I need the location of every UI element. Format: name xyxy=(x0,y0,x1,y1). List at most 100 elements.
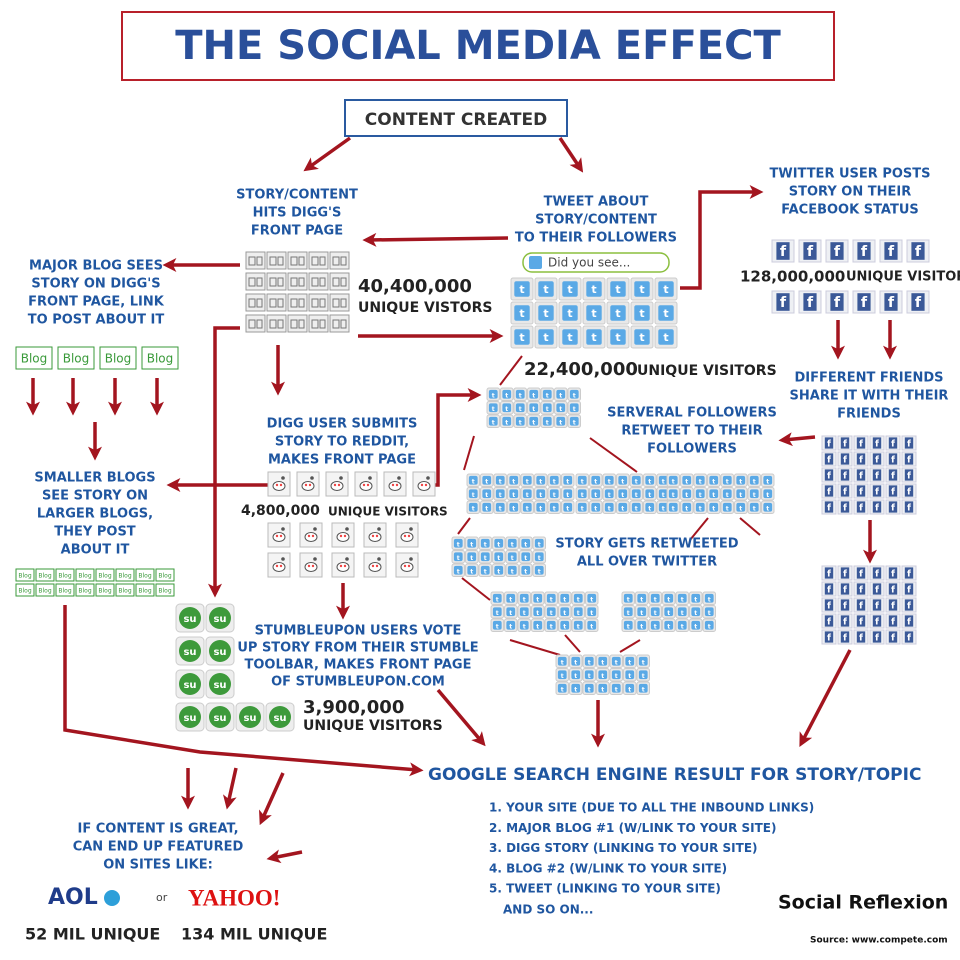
twitter-glyph: t xyxy=(484,555,487,562)
twitter-icon xyxy=(598,656,608,666)
title: THE SOCIAL MEDIA EFFECT xyxy=(175,23,781,69)
twitter-glyph: t xyxy=(538,541,541,548)
arrow xyxy=(799,649,852,747)
connector xyxy=(564,634,581,653)
facebook-icon xyxy=(872,501,882,513)
twitter-glyph: t xyxy=(766,478,769,485)
twitter-icon xyxy=(634,281,650,297)
blog-glyph: Blog xyxy=(118,573,131,580)
facebook-glyph: f xyxy=(907,488,912,498)
twitter-glyph: t xyxy=(567,283,572,296)
caption-line: FRIENDS xyxy=(837,407,901,422)
twitter-icon xyxy=(704,593,714,603)
blog-glyph: Blog xyxy=(63,352,90,366)
twitter-glyph: t xyxy=(654,610,657,617)
facebook-glyph: f xyxy=(859,602,864,612)
twitter-glyph: t xyxy=(672,492,675,499)
digg-icon-mark xyxy=(298,319,305,329)
facebook-glyph: f xyxy=(780,295,787,311)
twitter-icon xyxy=(736,489,746,499)
twitter-glyph: t xyxy=(511,568,514,575)
twitter-icon xyxy=(562,329,578,345)
stumble-glyph: su xyxy=(213,647,226,658)
twitter-icon xyxy=(682,475,692,485)
facebook-icon xyxy=(856,501,866,513)
twitter-icon xyxy=(557,656,567,666)
twitter-glyph: t xyxy=(492,392,495,399)
twitter-glyph: t xyxy=(594,492,597,499)
twitter-icon xyxy=(677,620,687,630)
twitter-icon xyxy=(664,593,674,603)
arrow xyxy=(208,326,240,598)
blog-glyph: Blog xyxy=(138,588,151,595)
twitter-glyph: t xyxy=(561,673,564,680)
twitter-icon xyxy=(638,656,648,666)
blog-icon xyxy=(141,346,179,370)
twitter-glyph: t xyxy=(519,307,524,320)
facebook-icon xyxy=(904,615,914,627)
twitter-icon xyxy=(763,489,773,499)
facebook-glyph: f xyxy=(859,618,864,628)
facebook-glyph: f xyxy=(859,456,864,466)
twitter-glyph: t xyxy=(699,505,702,512)
blog-icon xyxy=(115,568,135,582)
twitter-icon xyxy=(664,620,674,630)
twitter-icon xyxy=(625,683,635,693)
twitter-icon xyxy=(468,502,478,512)
visitors-number: 4,800,000 xyxy=(241,503,320,519)
result-item: 5. TWEET (LINKING TO YOUR SITE) xyxy=(489,882,721,896)
twitter-glyph: t xyxy=(662,478,665,485)
facebook-glyph: f xyxy=(875,602,880,612)
twitter-glyph: t xyxy=(615,307,620,320)
blog-glyph: Blog xyxy=(58,588,71,595)
twitter-glyph: t xyxy=(499,478,502,485)
facebook-glyph: f xyxy=(807,295,814,311)
twitter-icon xyxy=(506,607,516,617)
twitter-glyph: t xyxy=(553,492,556,499)
reddit-eye xyxy=(424,483,428,487)
twitter-glyph: t xyxy=(553,505,556,512)
digg-icon-mark xyxy=(332,256,340,266)
facebook-glyph: f xyxy=(907,586,912,596)
blog-glyph: Blog xyxy=(105,352,132,366)
facebook-icon xyxy=(856,583,866,595)
facebook-glyph: f xyxy=(834,244,841,260)
digg-icon-mark xyxy=(290,256,298,266)
twitter-glyph: t xyxy=(726,492,729,499)
caption-line: FOLLOWERS xyxy=(647,442,737,457)
twitter-glyph: t xyxy=(712,478,715,485)
twitter-glyph: t xyxy=(581,505,584,512)
connector xyxy=(463,435,475,471)
facebook-icon xyxy=(824,567,834,579)
twitter-glyph: t xyxy=(566,505,569,512)
twitter-icon xyxy=(506,593,516,603)
twitter-icon xyxy=(573,620,583,630)
twitter-glyph: t xyxy=(472,505,475,512)
reddit-eye xyxy=(407,534,411,538)
twitter-icon xyxy=(522,502,532,512)
connector xyxy=(461,577,491,601)
twitter-icon xyxy=(704,607,714,617)
blog-glyph: Blog xyxy=(147,352,174,366)
twitter-glyph: t xyxy=(635,505,638,512)
digg-icon-mark xyxy=(256,256,263,266)
twitter-icon xyxy=(519,607,529,617)
twitter-glyph: t xyxy=(628,659,631,666)
blog-icon xyxy=(155,583,175,597)
twitter-icon xyxy=(546,593,556,603)
digg-icon-mark xyxy=(332,277,340,287)
facebook-glyph: f xyxy=(907,602,912,612)
twitter-icon xyxy=(587,620,597,630)
twitter-icon xyxy=(467,552,477,562)
twitter-glyph: t xyxy=(663,331,668,344)
arrow xyxy=(680,185,764,290)
facebook-icon xyxy=(857,242,871,260)
source: Source: www.compete.com xyxy=(810,936,948,946)
facebook-icon xyxy=(824,485,834,497)
caption-line: ALL OVER TWITTER xyxy=(577,555,717,570)
twitter-glyph: t xyxy=(588,659,591,666)
twitter-glyph: t xyxy=(546,392,549,399)
twitter-glyph: t xyxy=(753,492,756,499)
facebook-glyph: f xyxy=(888,295,895,311)
blog-glyph: Blog xyxy=(78,573,91,580)
